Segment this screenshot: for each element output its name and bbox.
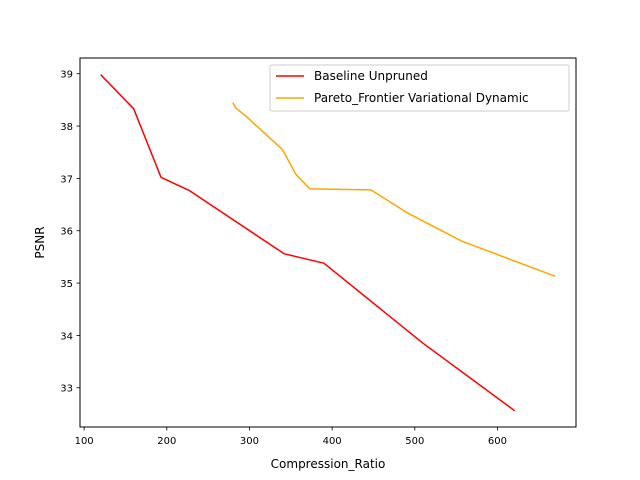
series-layer: [100, 74, 556, 412]
x-tick-label: 400: [323, 436, 342, 447]
legend: Baseline Unpruned Pareto_Frontier Variat…: [269, 64, 570, 112]
x-axis: 100 200 300 400 500 600: [75, 427, 507, 447]
x-axis-label: Compression_Ratio: [271, 457, 386, 471]
y-tick-label: 34: [60, 331, 73, 342]
y-tick-label: 35: [60, 279, 73, 290]
legend-label-pareto: Pareto_Frontier Variational Dynamic: [314, 91, 529, 105]
x-tick-label: 500: [405, 436, 424, 447]
y-tick-label: 33: [60, 384, 73, 395]
x-tick-label: 300: [240, 436, 259, 447]
y-tick-label: 37: [60, 174, 73, 185]
x-tick-label: 100: [75, 436, 94, 447]
y-axis: 33 34 35 36 37 38 39: [60, 70, 80, 395]
x-tick-label: 200: [157, 436, 176, 447]
plot-area: [79, 57, 577, 428]
series-line-0: [100, 74, 516, 412]
series-line-1: [232, 102, 556, 278]
legend-label-baseline: Baseline Unpruned: [314, 69, 428, 83]
y-tick-label: 38: [60, 122, 73, 133]
y-tick-label: 36: [60, 227, 73, 238]
y-axis-label: PSNR: [33, 226, 47, 258]
legend-box: [269, 64, 570, 112]
y-tick-label: 39: [60, 70, 73, 81]
x-tick-label: 600: [488, 436, 507, 447]
